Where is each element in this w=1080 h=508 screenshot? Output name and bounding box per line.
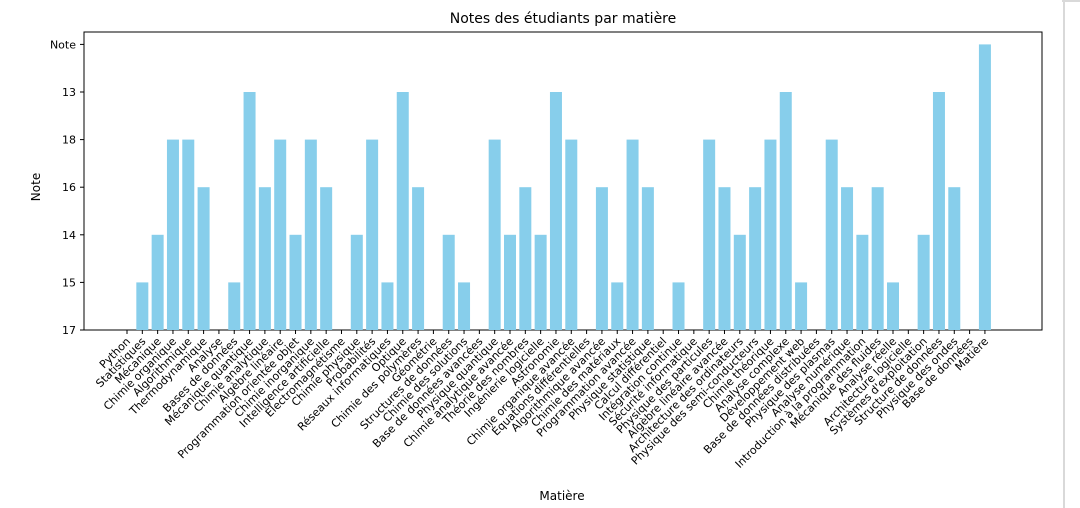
bar: [304, 139, 317, 330]
chart-title: Notes des étudiants par matière: [450, 11, 677, 27]
window-edge-top: [1062, 0, 1080, 2]
bar: [289, 234, 302, 330]
plot-area: [83, 31, 1043, 331]
bar: [519, 187, 532, 330]
bar: [458, 282, 471, 330]
bar: [381, 282, 394, 330]
window-edge-right: [1063, 0, 1065, 508]
y-tick-label: 13: [62, 86, 76, 99]
bar: [350, 234, 363, 330]
bar: [733, 234, 746, 330]
y-tick-label: Note: [50, 38, 76, 51]
bar: [841, 187, 854, 330]
bar: [917, 234, 930, 330]
bar: [534, 234, 547, 330]
bar: [871, 187, 884, 330]
bar: [320, 187, 333, 330]
bar: [366, 139, 379, 330]
bar: [703, 139, 716, 330]
bar: [258, 187, 271, 330]
y-tick-label: 17: [62, 324, 76, 337]
bar: [166, 139, 179, 330]
bar: [182, 139, 195, 330]
bar: [978, 44, 991, 331]
y-tick-label: 14: [62, 229, 76, 242]
bar: [595, 187, 608, 330]
bar: [779, 92, 792, 330]
bar: [718, 187, 731, 330]
bar: [274, 139, 287, 330]
bar: [626, 139, 639, 330]
bar: [749, 187, 762, 330]
bar: [151, 234, 164, 330]
bar: [641, 187, 654, 330]
bar: [243, 92, 256, 330]
bar: [764, 139, 777, 330]
bar: [412, 187, 425, 330]
bar: [396, 92, 409, 330]
x-axis-title: Matière: [539, 489, 584, 503]
y-axis-title: Note: [29, 173, 43, 201]
bar: [856, 234, 869, 330]
bars: [136, 44, 991, 331]
bar: [825, 139, 838, 330]
bar: [795, 282, 808, 330]
bar: [565, 139, 578, 330]
plot-frame: [83, 31, 1043, 331]
y-tick-label: 16: [62, 181, 76, 194]
bar: [549, 92, 562, 330]
bar: [442, 234, 455, 330]
bar: [228, 282, 241, 330]
y-axis: 17 15 14 16 18 13 Note: [50, 38, 84, 337]
bar: [932, 92, 945, 330]
bar: [948, 187, 961, 330]
bar: [136, 282, 149, 330]
y-tick-label: 15: [62, 276, 76, 289]
bar: [504, 234, 516, 330]
y-tick-label: 18: [62, 134, 76, 147]
bar: [611, 282, 624, 330]
bar: [887, 282, 899, 330]
bar: [488, 139, 501, 330]
bar: [672, 282, 685, 330]
bar: [197, 187, 210, 330]
